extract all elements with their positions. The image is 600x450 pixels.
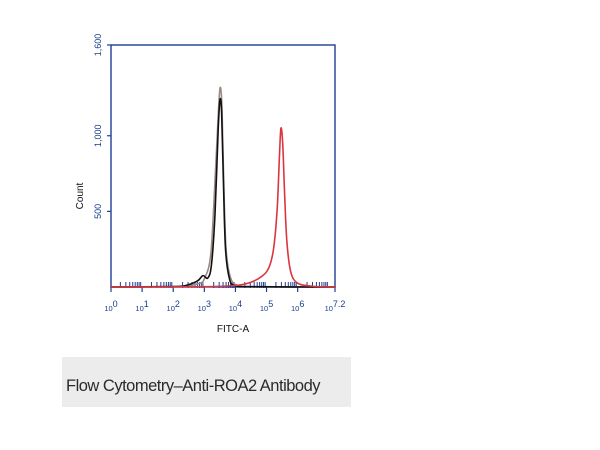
x-tick-label-2: 102 (167, 299, 180, 313)
x-tick-label-5: 105 (260, 299, 273, 313)
series-line-1 (110, 97, 336, 288)
y-tick-label-0: 500 (93, 204, 103, 219)
x-axis-title: FITC-A (217, 324, 250, 335)
x-tick-label-4: 104 (229, 299, 242, 313)
x-tick-label-3: 103 (198, 299, 211, 313)
x-tick-label-0: 100 (104, 299, 117, 313)
x-tick-label-1: 101 (135, 299, 148, 313)
series-line-2 (110, 127, 336, 288)
figure-caption: Flow Cytometry–Anti-ROA2 Antibody (66, 377, 321, 395)
x-tick-label-6: 106 (291, 299, 304, 313)
x-tick-label-7: 107.2 (325, 299, 346, 313)
y-tick-label-1: 1,000 (93, 124, 103, 147)
y-tick-label-2: 1,600 (93, 34, 103, 57)
caption-bar: Flow Cytometry–Anti-ROA2 Antibody (62, 357, 351, 407)
series-line-0 (110, 86, 336, 288)
chart-figure: 500 1,000 1,600 100 101 102 103 104 105 106 107.2 … (62, 0, 351, 407)
y-axis-title: Count (75, 182, 86, 209)
